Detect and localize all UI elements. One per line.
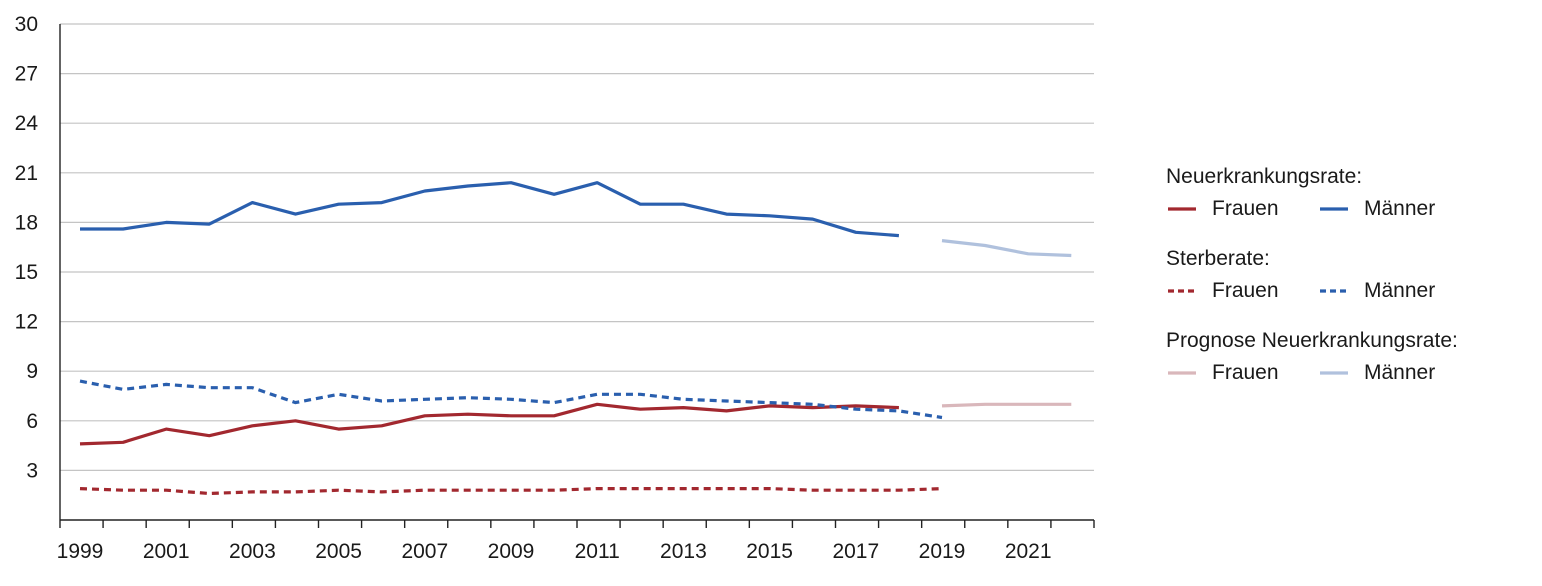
series-line-3 [79, 487, 943, 496]
legend-heading: Neuerkrankungsrate: [1166, 165, 1363, 188]
x-tick-label: 2005 [315, 540, 362, 563]
y-tick-label: 3 [26, 459, 38, 482]
legend-label: Männer [1364, 279, 1436, 302]
legend-label: Männer [1364, 197, 1436, 220]
y-tick-label: 21 [15, 162, 38, 185]
x-tick-label: 2009 [488, 540, 535, 563]
legend-group-prognose: Prognose Neuerkrankungsrate: Frauen Männ… [1166, 326, 1536, 390]
legend-group-sterberate: Sterberate: Frauen Männer [1166, 244, 1536, 308]
legend-swatch [1168, 207, 1196, 211]
y-tick-label: 30 [15, 13, 38, 36]
legend-swatch [1320, 289, 1348, 293]
legend-item-sterbe-frauen: Frauen [1166, 274, 1318, 308]
legend-item-prognose-maenner: Männer [1318, 356, 1470, 390]
y-tick-label: 18 [15, 211, 38, 234]
series-line-1 [79, 402, 899, 446]
legend: Neuerkrankungsrate: Frauen Männer Sterbe… [1166, 162, 1536, 408]
x-tick-label: 2015 [746, 540, 793, 563]
x-tick-label: 2013 [660, 540, 707, 563]
y-tick-label: 9 [26, 360, 38, 383]
series-line-5 [941, 402, 1072, 408]
x-axis: 1999 2001 2003 2005 2007 2009 2011 2013 2015 2017… [57, 24, 1095, 563]
legend-item-prognose-frauen: Frauen [1166, 356, 1318, 390]
y-tick-label: 12 [15, 311, 38, 334]
series-line-2 [79, 379, 943, 420]
x-tick-label: 2017 [832, 540, 879, 563]
legend-swatch [1320, 371, 1348, 375]
y-tick-label: 27 [15, 63, 38, 86]
x-tick-label: 2003 [229, 540, 276, 563]
x-tick-label: 2021 [1005, 540, 1052, 563]
series-lines [79, 181, 1072, 496]
legend-item-neuerkrankung-maenner: Männer [1318, 192, 1470, 226]
legend-label: Frauen [1212, 197, 1279, 220]
x-tick-label: 2019 [919, 540, 966, 563]
legend-label: Frauen [1212, 361, 1279, 384]
series-line-0 [80, 181, 900, 238]
y-tick-label: 6 [26, 410, 38, 433]
gridlines [60, 23, 1094, 471]
line-chart: 3 6 9 12 15 18 21 24 27 30 1999 2001 2003 2005 2007 20… [15, 13, 1095, 563]
legend-heading: Sterberate: [1166, 247, 1270, 270]
x-tick-label: 1999 [57, 540, 104, 563]
x-tick-label: 2001 [143, 540, 190, 563]
legend-heading: Prognose Neuerkrankungsrate: [1166, 329, 1458, 352]
series-line-4 [941, 239, 1072, 258]
y-tick-label: 15 [15, 261, 38, 284]
x-tick-label: 2011 [575, 540, 620, 563]
legend-item-neuerkrankung-frauen: Frauen [1166, 192, 1318, 226]
legend-swatch [1320, 207, 1348, 211]
legend-label: Frauen [1212, 279, 1279, 302]
y-axis-tick-labels: 3 6 9 12 15 18 21 24 27 30 [15, 13, 39, 482]
legend-swatch [1168, 371, 1196, 375]
x-tick-label: 2007 [401, 540, 448, 563]
legend-label: Männer [1364, 361, 1436, 384]
legend-group-neuerkrankungsrate: Neuerkrankungsrate: Frauen Männer [1166, 162, 1536, 226]
legend-swatch [1168, 289, 1196, 293]
legend-item-sterbe-maenner: Männer [1318, 274, 1470, 308]
y-tick-label: 24 [15, 112, 39, 135]
